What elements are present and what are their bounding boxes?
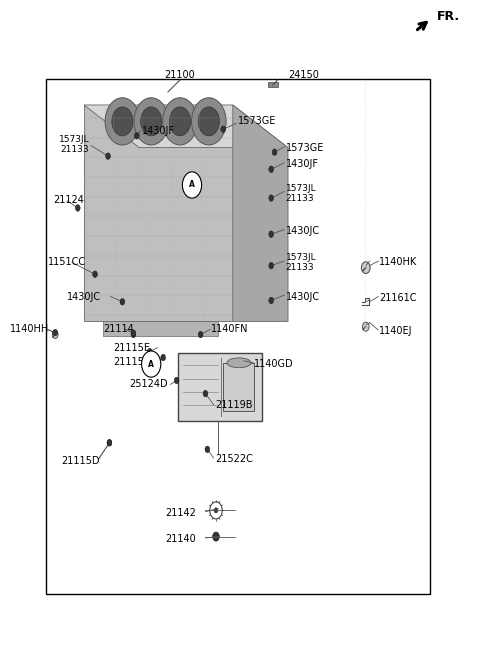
Circle shape [131, 330, 136, 337]
Text: 1573GE: 1573GE [286, 142, 324, 153]
Polygon shape [84, 105, 233, 321]
Circle shape [107, 440, 112, 446]
Circle shape [161, 354, 166, 361]
Circle shape [107, 440, 112, 446]
Circle shape [214, 508, 218, 513]
Text: 1573JL
21133: 1573JL 21133 [59, 134, 90, 154]
Circle shape [205, 446, 210, 453]
Circle shape [75, 205, 80, 211]
Bar [268, 82, 278, 87]
Text: 21115D: 21115D [61, 455, 100, 466]
Text: 1430JC: 1430JC [286, 291, 320, 302]
Circle shape [269, 195, 274, 201]
Circle shape [221, 126, 226, 133]
Circle shape [131, 331, 136, 338]
Circle shape [198, 331, 203, 338]
Circle shape [213, 532, 219, 541]
Text: 1140EJ: 1140EJ [379, 326, 413, 337]
Circle shape [362, 322, 369, 331]
Circle shape [182, 172, 202, 198]
Circle shape [52, 331, 58, 338]
Circle shape [269, 166, 274, 173]
Ellipse shape [227, 358, 251, 367]
Bar [178, 353, 262, 421]
Circle shape [269, 297, 274, 304]
Circle shape [141, 107, 162, 136]
Bar [223, 363, 254, 411]
Circle shape [269, 262, 274, 269]
Bar [46, 79, 430, 594]
Text: 1573JL
21133: 1573JL 21133 [286, 253, 316, 272]
Text: 1430JF: 1430JF [286, 159, 319, 169]
Text: 24150: 24150 [288, 70, 319, 81]
Text: 21100: 21100 [165, 70, 195, 81]
Text: 1140FN: 1140FN [211, 324, 249, 335]
Text: 21522C: 21522C [215, 454, 253, 464]
Circle shape [53, 329, 58, 336]
Text: A: A [148, 359, 154, 369]
Text: 1140HH: 1140HH [10, 324, 49, 335]
Text: 21115C: 21115C [113, 357, 150, 367]
Polygon shape [103, 321, 218, 336]
Text: 21119B: 21119B [215, 400, 252, 411]
Text: 21140: 21140 [166, 534, 196, 544]
Circle shape [272, 149, 277, 155]
Text: 21115E: 21115E [113, 342, 150, 353]
Text: 1430JC: 1430JC [286, 226, 320, 236]
Circle shape [106, 153, 110, 159]
Text: 1573JL
21133: 1573JL 21133 [286, 184, 316, 203]
Polygon shape [84, 105, 288, 148]
Text: 1140GD: 1140GD [254, 359, 294, 369]
Circle shape [269, 231, 274, 237]
Text: 1430JC: 1430JC [67, 291, 101, 302]
Circle shape [93, 271, 97, 277]
Circle shape [134, 133, 139, 139]
Circle shape [174, 377, 179, 384]
Text: 1573GE: 1573GE [238, 116, 276, 127]
Text: 1430JF: 1430JF [142, 126, 175, 136]
Circle shape [147, 348, 152, 355]
Text: A: A [189, 180, 195, 190]
Circle shape [120, 298, 125, 305]
Text: 21161C: 21161C [379, 293, 417, 304]
Circle shape [198, 107, 219, 136]
Text: FR.: FR. [437, 10, 460, 23]
Circle shape [169, 107, 191, 136]
Circle shape [105, 98, 140, 145]
Text: 25124D: 25124D [130, 379, 168, 389]
Circle shape [192, 98, 226, 145]
Circle shape [142, 351, 161, 377]
Circle shape [112, 107, 133, 136]
Text: 21114: 21114 [104, 324, 134, 335]
Circle shape [134, 98, 168, 145]
Circle shape [163, 98, 197, 145]
Text: 1140HK: 1140HK [379, 257, 418, 268]
Text: 21124: 21124 [53, 195, 84, 205]
Text: 1151CC: 1151CC [48, 257, 86, 268]
Circle shape [361, 262, 370, 274]
Polygon shape [233, 105, 288, 321]
Text: 21142: 21142 [166, 508, 196, 518]
Circle shape [203, 390, 208, 397]
